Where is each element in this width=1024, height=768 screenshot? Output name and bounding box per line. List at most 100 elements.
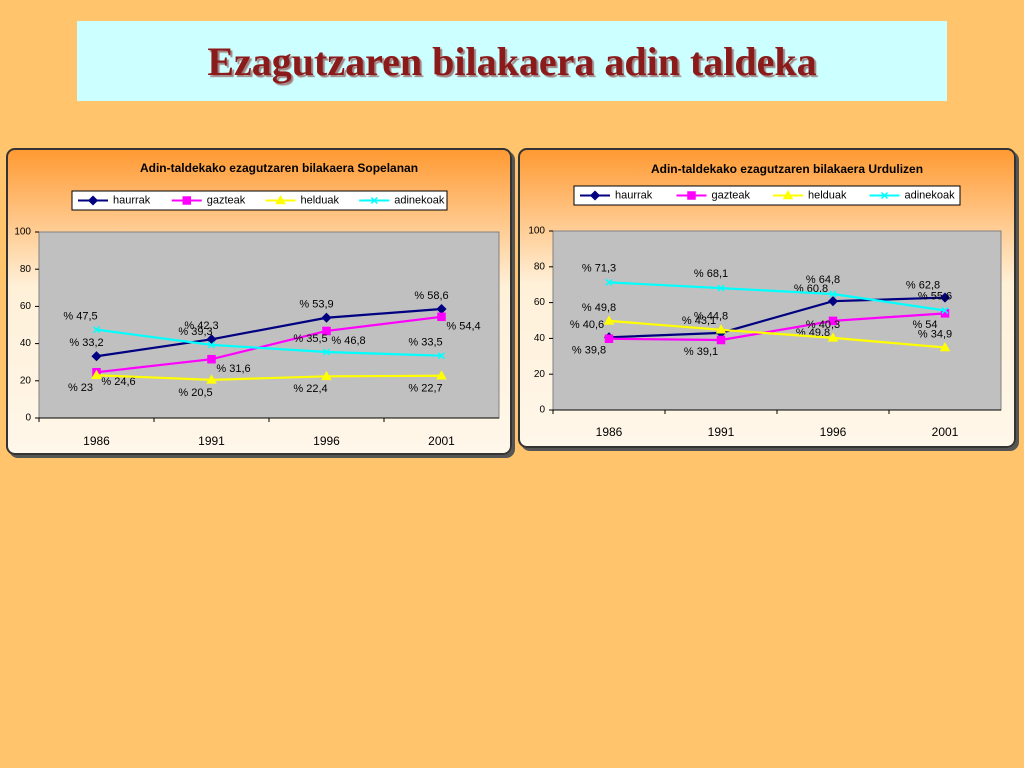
data-label: % 54,4 (446, 321, 480, 333)
data-label: % 68,1 (694, 268, 728, 280)
chart-panel: Adin-taldekako ezagutzaren bilakaera Sop… (6, 148, 512, 455)
data-label: % 33,5 (408, 337, 442, 349)
x-tick-label: 1991 (198, 434, 225, 448)
series-line (96, 374, 442, 381)
legend-marker (370, 196, 378, 205)
data-point (321, 312, 332, 323)
legend-box (573, 185, 961, 206)
series-line (608, 319, 946, 349)
data-point (91, 369, 102, 379)
data-point (321, 370, 332, 381)
data-label: % 43,1 (682, 315, 716, 327)
data-label: % 34,9 (918, 328, 952, 340)
data-label: % 55,6 (918, 290, 952, 302)
data-point (604, 334, 614, 344)
x-tick-label: 1991 (708, 425, 735, 439)
data-point (717, 284, 725, 292)
series-line (96, 315, 442, 374)
data-label: % 49,8 (582, 302, 616, 314)
x-tick-label: 1996 (313, 434, 340, 448)
data-label: % 40,6 (570, 319, 604, 331)
legend-label: adinekoak (905, 189, 956, 201)
data-point (605, 278, 613, 286)
legend-marker (687, 191, 696, 200)
chart-panel: Adin-taldekako ezagutzaren bilakaera Urd… (518, 148, 1016, 448)
data-point (206, 374, 217, 384)
legend-marker (589, 190, 601, 201)
chart: Adin-taldekako ezagutzaren bilakaera Sop… (14, 161, 500, 448)
plot-area (38, 231, 500, 419)
x-tick-label: 2001 (428, 434, 455, 448)
data-point (91, 351, 102, 362)
y-tick-label: 80 (534, 261, 546, 272)
y-tick-label: 100 (528, 226, 545, 237)
data-point (941, 306, 949, 315)
data-label: % 53,9 (299, 299, 333, 311)
y-tick-label: 60 (534, 297, 546, 308)
data-point (603, 315, 615, 325)
legend-label: adinekoak (394, 194, 445, 206)
legend-label: helduak (808, 189, 847, 201)
series-line (96, 328, 442, 357)
data-point (92, 326, 101, 334)
chart-title: Adin-taldekako ezagutzaren bilakaera Urd… (651, 162, 923, 176)
y-tick-label: 60 (20, 301, 32, 312)
slide-title: Ezagutzaren bilakaera adin taldeka (207, 38, 817, 84)
data-label: % 47,5 (63, 311, 97, 323)
data-label: % 31,6 (216, 363, 250, 375)
x-tick-label: 2001 (932, 425, 959, 439)
series-line (608, 281, 946, 312)
legend-label: gazteak (207, 194, 246, 206)
data-point (828, 316, 838, 326)
y-tick-label: 80 (20, 264, 32, 275)
legend-marker (782, 189, 794, 200)
data-label: % 62,8 (906, 279, 940, 291)
legend-marker (87, 195, 99, 206)
legend-marker (880, 191, 889, 200)
chart-title: Adin-taldekako ezagutzaren bilakaera Sop… (140, 161, 418, 175)
data-label: % 39,3 (178, 326, 212, 338)
data-label: % 40,3 (806, 319, 840, 331)
y-tick-label: 40 (534, 333, 546, 344)
legend-label: gazteak (712, 189, 751, 201)
data-point (939, 292, 951, 303)
data-point (939, 342, 951, 352)
legend-label: haurrak (113, 194, 151, 206)
data-label: % 44,8 (694, 311, 728, 323)
data-point (207, 354, 216, 364)
data-point (715, 324, 727, 334)
data-point (829, 290, 837, 298)
data-label: % 39,8 (572, 345, 606, 357)
plot-area (552, 230, 1002, 411)
data-point (716, 335, 726, 345)
data-label: % 33,2 (69, 337, 103, 349)
data-label: % 39,1 (684, 346, 718, 358)
data-label: % 24,6 (101, 376, 135, 388)
y-tick-label: 20 (534, 369, 546, 380)
y-tick-label: 0 (539, 405, 545, 416)
series-line (96, 307, 442, 358)
data-point (437, 352, 446, 360)
data-point (437, 312, 446, 322)
y-tick-label: 100 (14, 227, 31, 238)
legend-box (71, 190, 448, 211)
y-tick-label: 0 (25, 413, 31, 424)
data-label: % 46,8 (331, 335, 365, 347)
data-point (827, 296, 839, 307)
data-label: % 22,7 (408, 383, 442, 395)
data-label: % 58,6 (414, 290, 448, 302)
data-label: % 71,3 (582, 262, 616, 274)
data-point (322, 326, 331, 336)
series-line (608, 312, 946, 342)
data-label: % 64,8 (806, 274, 840, 286)
legend-label: helduak (301, 194, 340, 206)
series-line (608, 296, 946, 339)
data-label: % 42,3 (184, 320, 218, 332)
title-box: Ezagutzaren bilakaera adin taldeka (77, 21, 947, 101)
data-point (827, 332, 839, 342)
legend-marker (275, 194, 286, 205)
chart: Adin-taldekako ezagutzaren bilakaera Urd… (528, 162, 1002, 439)
data-label: % 23 (68, 382, 93, 394)
data-label: % 54 (912, 319, 937, 331)
data-point (206, 334, 217, 345)
